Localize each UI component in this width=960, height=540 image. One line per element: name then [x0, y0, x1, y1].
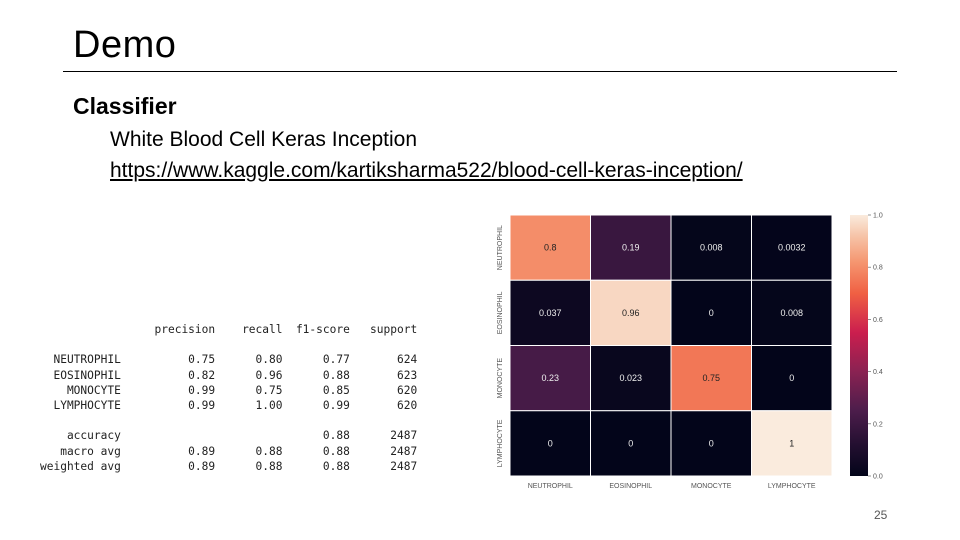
y-axis-label: NEUTROPHIL: [497, 225, 504, 270]
heatmap-cell-label: 0.008: [780, 308, 803, 318]
x-axis-label: EOSINOPHIL: [609, 483, 652, 490]
heatmap-cell: [509, 410, 591, 477]
heatmap-cell-label: 0.037: [539, 308, 562, 318]
heatmap-cell-label: 0: [709, 308, 714, 318]
heatmap-cell: [751, 279, 833, 346]
x-axis-label: MONOCYTE: [691, 483, 732, 490]
colorbar: [850, 215, 868, 476]
colorbar-tick-label: 0.4: [873, 369, 883, 376]
confusion-matrix-heatmap: 0.8 0.19 0.008 0.0032 0.037 0.96 0 0.008 0.23 0.0…: [497, 213, 883, 491]
heatmap-cell-label: 0.008: [700, 243, 723, 253]
y-axis-label: LYMPHOCYTE: [497, 419, 504, 467]
title-divider: [63, 71, 897, 72]
heatmap-cell-label: 0: [789, 373, 794, 383]
kaggle-link[interactable]: https://www.kaggle.com/kartiksharma522/b…: [110, 159, 743, 182]
heatmap-cell-label: 0: [709, 438, 714, 448]
y-axis-label: EOSINOPHIL: [497, 291, 504, 334]
heatmap-cell: [590, 279, 672, 346]
colorbar-tick-label: 0.6: [873, 317, 883, 324]
heatmap-cell-label: 0.96: [622, 308, 640, 318]
page-number: 25: [874, 508, 888, 522]
section-heading: Classifier: [73, 93, 177, 119]
heatmap-cell-label: 0.0032: [778, 243, 806, 253]
heatmap-cell-label: 0.8: [544, 243, 557, 253]
colorbar-tick-label: 1.0: [873, 213, 883, 220]
heatmap-cell: [590, 214, 672, 281]
heatmap-cell-label: 0.75: [702, 373, 720, 383]
heatmap-cell: [751, 345, 833, 412]
slide-title: Demo: [73, 24, 177, 66]
heatmap-cell-label: 0.19: [622, 243, 640, 253]
heatmap-cell: [590, 410, 672, 477]
colorbar-tick-label: 0.2: [873, 421, 883, 428]
heatmap-cell-label: 0: [548, 438, 553, 448]
heatmap-cell-label: 0.23: [541, 373, 559, 383]
heatmap-cell: [509, 214, 591, 281]
x-axis-label: LYMPHOCYTE: [768, 483, 816, 490]
model-name: White Blood Cell Keras Inception: [110, 128, 417, 151]
heatmap-cell: [670, 214, 752, 281]
heatmap-cell: [751, 214, 833, 281]
y-axis-label: MONOCYTE: [497, 358, 504, 399]
heatmap-cell-label: 1: [789, 438, 794, 448]
colorbar-tick-label: 0.0: [873, 474, 883, 481]
heatmap-cell-label: 0: [628, 438, 633, 448]
classification-report: precision recall f1-score support NEUTRO…: [40, 323, 418, 473]
heatmap-cell: [590, 345, 672, 412]
x-axis-label: NEUTROPHIL: [528, 483, 573, 490]
heatmap-cell-label: 0.023: [619, 373, 642, 383]
colorbar-tick-label: 0.8: [873, 265, 883, 272]
heatmap-cell: [751, 410, 833, 477]
